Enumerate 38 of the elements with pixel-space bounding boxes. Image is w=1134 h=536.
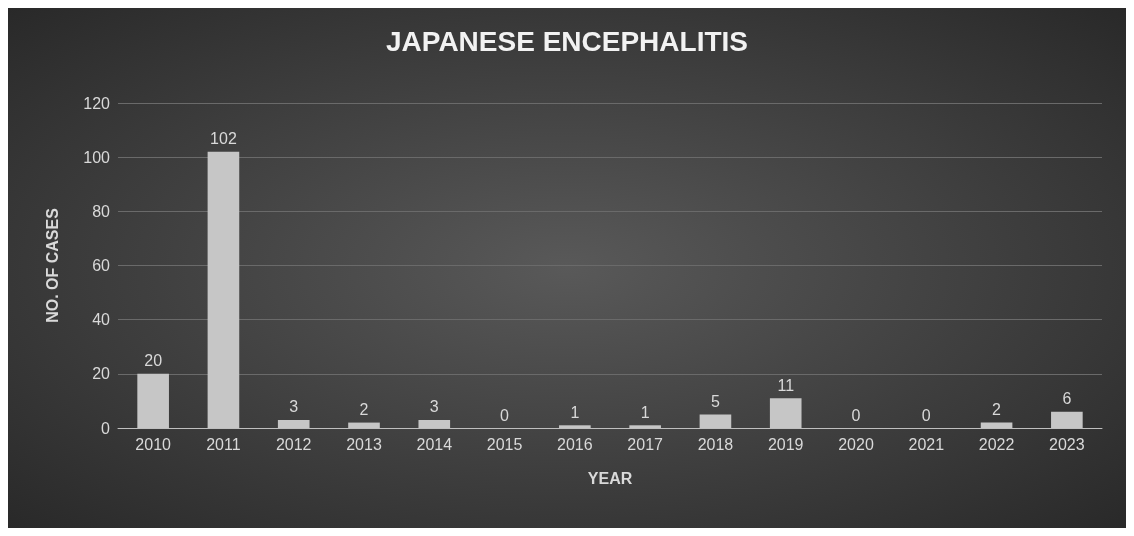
data-label: 3 — [289, 398, 299, 416]
data-label: 0 — [921, 406, 931, 424]
y-tick-label: 0 — [101, 419, 111, 437]
x-tick-label: 2014 — [416, 435, 453, 453]
y-tick-label: 120 — [83, 94, 111, 112]
y-tick-label: 80 — [92, 202, 111, 220]
data-label: 0 — [851, 406, 861, 424]
x-tick-label: 2022 — [978, 435, 1015, 453]
y-tick-label: 20 — [92, 365, 111, 383]
x-tick-label: 2020 — [838, 435, 874, 453]
x-tick-label: 2015 — [486, 435, 523, 453]
data-label: 20 — [144, 352, 163, 370]
data-label: 2 — [359, 401, 369, 419]
x-tick-label: 2010 — [135, 435, 172, 453]
data-label: 102 — [210, 130, 237, 148]
y-tick-label: 60 — [92, 257, 111, 274]
y-tick-label: 40 — [92, 311, 111, 329]
x-tick-label: 2019 — [767, 435, 804, 453]
data-label: 6 — [1062, 390, 1072, 408]
chart-title: JAPANESE ENCEPHALITIS — [386, 25, 748, 57]
x-tick-label: 2016 — [557, 435, 593, 453]
data-label: 11 — [777, 376, 795, 394]
data-label: 3 — [429, 398, 439, 416]
x-tick-label: 2023 — [1049, 435, 1085, 453]
x-tick-label: 2011 — [206, 435, 241, 453]
data-label: 1 — [640, 403, 650, 421]
data-label: 1 — [570, 403, 580, 421]
x-tick-label: 2012 — [275, 435, 312, 453]
data-label: 0 — [500, 406, 510, 424]
x-tick-label: 2021 — [908, 435, 945, 453]
x-axis-title: YEAR — [587, 469, 633, 487]
x-tick-label: 2017 — [627, 435, 664, 453]
y-axis-title: NO. OF CASES — [43, 207, 61, 323]
data-label: 5 — [710, 392, 720, 410]
x-tick-label: 2013 — [346, 435, 382, 453]
data-label: 2 — [992, 401, 1002, 419]
x-tick-label: 2018 — [697, 435, 734, 453]
y-tick-label: 100 — [83, 148, 111, 166]
